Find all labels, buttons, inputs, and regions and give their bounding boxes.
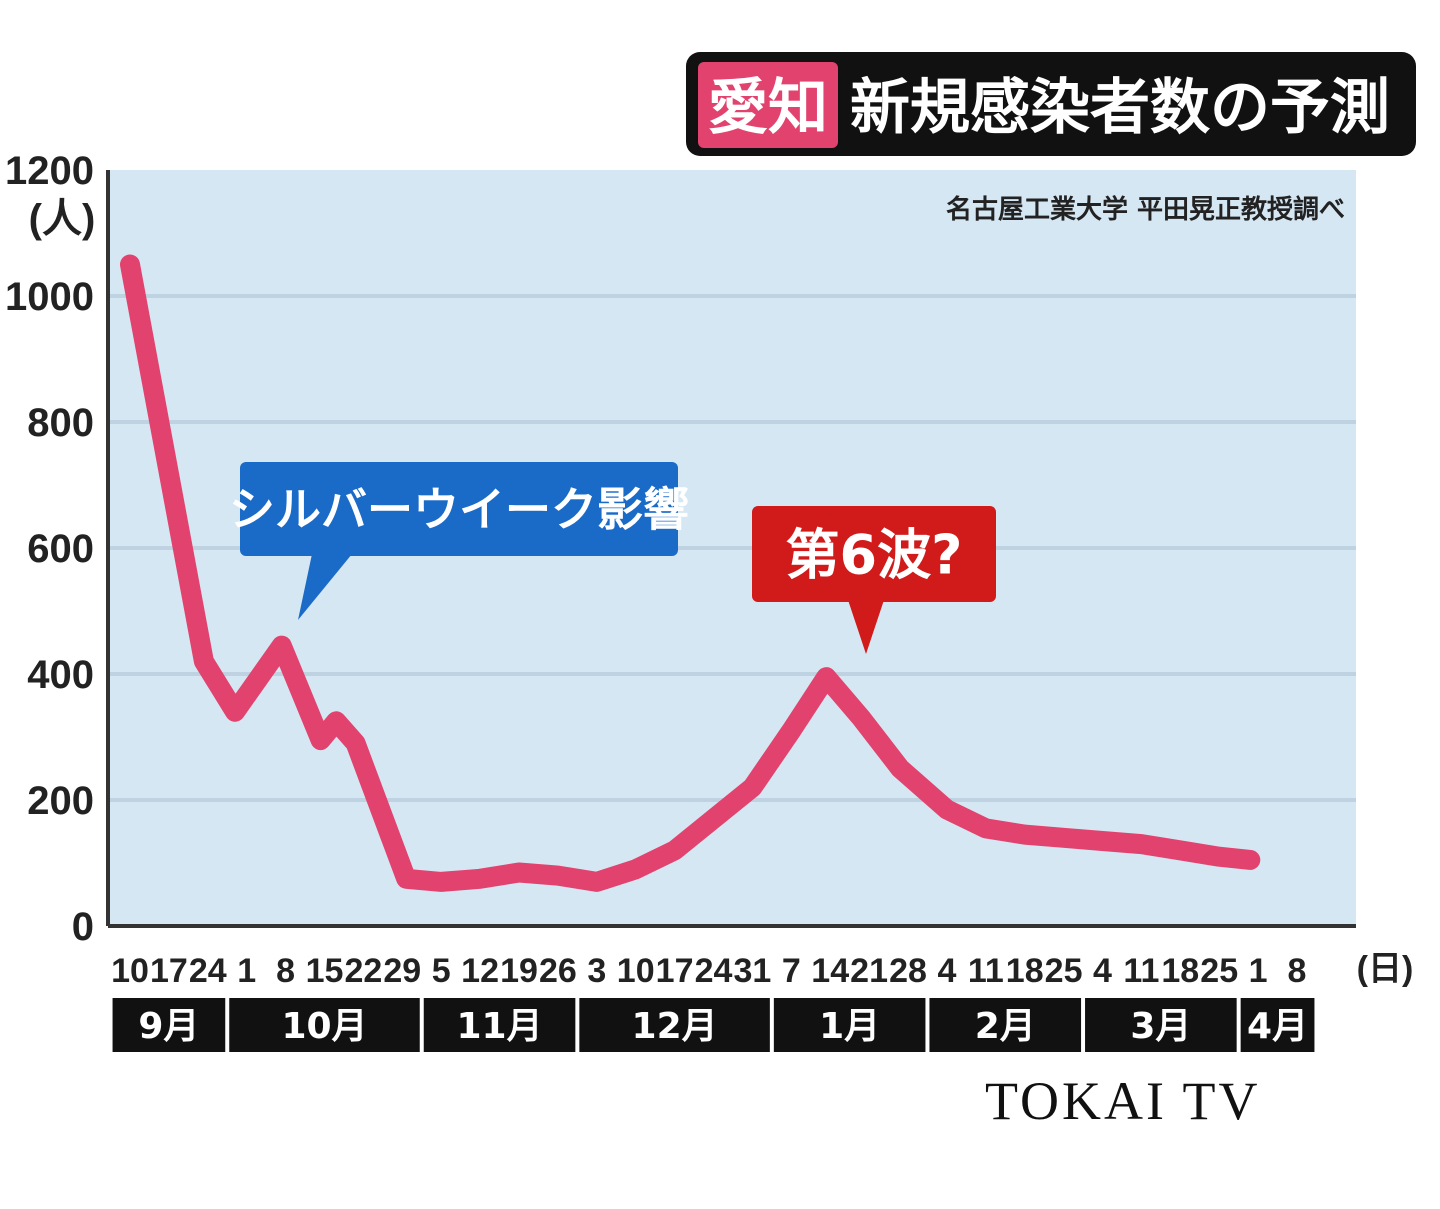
- region-badge: [698, 62, 838, 148]
- y-tick-label: 1000: [5, 275, 94, 319]
- month-bar: 9月 10月 11月 12月 1月 2月 3月 4月: [112, 998, 1315, 1052]
- annotation-pointer: [848, 600, 884, 654]
- x-tick-label: 18: [1161, 952, 1199, 990]
- x-tick-label: 17: [150, 952, 188, 990]
- y-ticks: 0 200 400 600 800 1000 1200: [5, 149, 94, 949]
- y-tick-label: 400: [27, 653, 94, 697]
- x-tick-label: 5: [432, 952, 451, 990]
- annotation-label: 第6波?: [786, 523, 963, 586]
- month-label: 9月: [138, 1006, 199, 1047]
- month-label: 12月: [632, 1006, 718, 1047]
- x-tick-label: 21: [850, 952, 888, 990]
- x-tick-label: 1: [237, 952, 256, 990]
- x-tick-label: 8: [1288, 952, 1307, 990]
- x-tick-label: 10: [617, 952, 655, 990]
- month-label: 4月: [1247, 1006, 1308, 1047]
- y-unit-label: (人): [29, 197, 96, 241]
- month-segment: [423, 998, 576, 1052]
- x-tick-label: 25: [1045, 952, 1083, 990]
- x-tick-label: 4: [937, 952, 956, 990]
- series-line: [120, 254, 1261, 892]
- x-tick-label: 11: [1123, 952, 1159, 990]
- month-label: 10月: [281, 1006, 367, 1047]
- title-banner: [686, 52, 1416, 156]
- y-tick-label: 200: [27, 779, 94, 823]
- y-tick-label: 0: [72, 905, 94, 949]
- month-segment: [1240, 998, 1315, 1052]
- annotation-label: シルバーウイーク影響: [229, 483, 689, 537]
- x-tick-label: 1: [1249, 952, 1268, 990]
- x-tick-label: 11: [968, 952, 1004, 990]
- month-segment: [112, 998, 226, 1052]
- x-unit-label: (日): [1357, 950, 1414, 988]
- x-tick-label: 24: [695, 952, 733, 990]
- x-tick-label: 17: [656, 952, 694, 990]
- x-ticks: 10 17 24 1 8 15 22 29 5 12 19 26 3 10 17 24 31 7 14 21 28 4 11…: [111, 952, 1306, 990]
- x-tick-label: 3: [587, 952, 606, 990]
- annotation-box: [240, 462, 678, 556]
- y-tick-label: 1200: [5, 149, 94, 193]
- month-label: 2月: [975, 1006, 1036, 1047]
- x-tick-label: 7: [782, 952, 801, 990]
- x-tick-label: 29: [383, 952, 421, 990]
- annotation-pointer: [298, 554, 352, 620]
- x-tick-label: 19: [500, 952, 538, 990]
- month-label: 3月: [1130, 1006, 1191, 1047]
- x-tick-label: 22: [344, 952, 382, 990]
- x-tick-label: 12: [461, 952, 499, 990]
- month-label: 1月: [819, 1006, 880, 1047]
- x-tick-label: 4: [1093, 952, 1112, 990]
- x-tick-label: 25: [1200, 952, 1238, 990]
- month-segment: [929, 998, 1082, 1052]
- x-tick-label: 10: [111, 952, 149, 990]
- x-tick-label: 31: [733, 952, 771, 990]
- series-layer: [120, 254, 1261, 892]
- month-segment: [579, 998, 770, 1052]
- source-note: 名古屋工業大学 平田晃正教授調べ: [946, 194, 1345, 225]
- x-tick-label: 28: [889, 952, 927, 990]
- month-segment: [229, 998, 420, 1052]
- watermark: TOKAI TV: [985, 1071, 1261, 1131]
- chart-title: 新規感染者数の予測: [850, 73, 1390, 143]
- x-tick-label: 18: [1006, 952, 1044, 990]
- x-tick-label: 8: [276, 952, 295, 990]
- title-region: 愛知: [708, 73, 828, 143]
- x-tick-label: 26: [539, 952, 577, 990]
- annotation-box: [752, 506, 996, 602]
- x-tick-label: 15: [306, 952, 344, 990]
- y-tick-label: 600: [27, 527, 94, 571]
- x-tick-label: 24: [189, 952, 227, 990]
- y-tick-label: 800: [27, 401, 94, 445]
- month-label: 11月: [456, 1006, 542, 1047]
- month-segment: [1085, 998, 1237, 1052]
- x-tick-label: 14: [811, 952, 849, 990]
- month-segment: [773, 998, 926, 1052]
